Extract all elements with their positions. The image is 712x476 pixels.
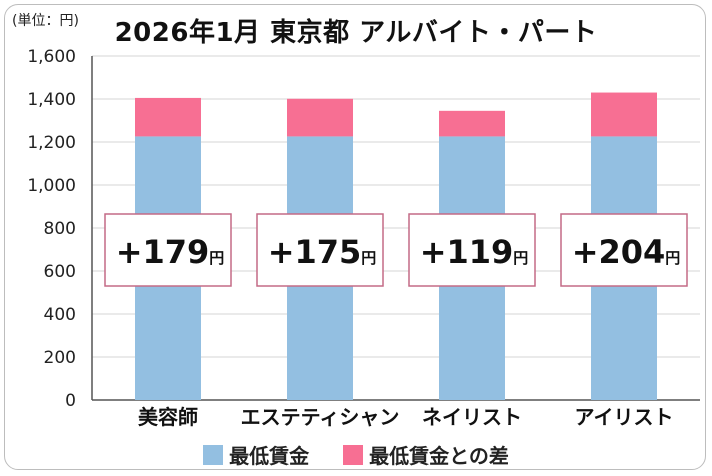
diff-label: +204円 — [572, 233, 681, 271]
legend-label-base: 最低賃金 — [229, 444, 310, 468]
diff-label-box — [408, 213, 536, 287]
diff-label: +179円 — [116, 233, 225, 271]
legend-swatch-base — [203, 444, 224, 465]
y-tick-label: 200 — [44, 348, 76, 368]
y-tick-label: 400 — [44, 305, 76, 325]
y-tick-label: 1,200 — [27, 133, 76, 153]
y-tick-label: 800 — [44, 219, 76, 239]
bar-diff — [287, 98, 353, 137]
y-tick-label: 1,400 — [27, 90, 76, 110]
y-tick-label: 600 — [44, 262, 76, 282]
legend-item-base: 最低賃金 — [203, 440, 309, 469]
chart-title: 2026年1月 東京都 アルバイト・パート — [114, 18, 598, 48]
bar-diff — [439, 110, 505, 137]
x-tick-label: 美容師 — [138, 405, 198, 429]
diff-label-box — [256, 213, 384, 287]
y-tick-label: 1,000 — [27, 176, 76, 196]
unit-label: (単位：円) — [12, 13, 79, 29]
legend-swatch-diff — [343, 444, 364, 465]
legend-label-diff: 最低賃金との差 — [369, 444, 509, 468]
diff-label-box — [104, 213, 232, 287]
diff-label-box — [560, 213, 688, 287]
y-tick-label: 0 — [65, 391, 76, 411]
x-tick-label: ネイリスト — [422, 405, 522, 429]
diff-label: +119円 — [420, 233, 529, 271]
bar-diff — [591, 92, 657, 137]
x-tick-label: アイリスト — [575, 405, 674, 429]
y-tick-label: 1,600 — [27, 47, 76, 67]
legend: 最低賃金 最低賃金との差 — [0, 440, 712, 469]
legend-item-diff: 最低賃金との差 — [343, 440, 509, 469]
x-tick-label: エステティシャン — [241, 405, 400, 429]
diff-label: +175円 — [268, 233, 377, 271]
bar-diff — [135, 97, 201, 137]
